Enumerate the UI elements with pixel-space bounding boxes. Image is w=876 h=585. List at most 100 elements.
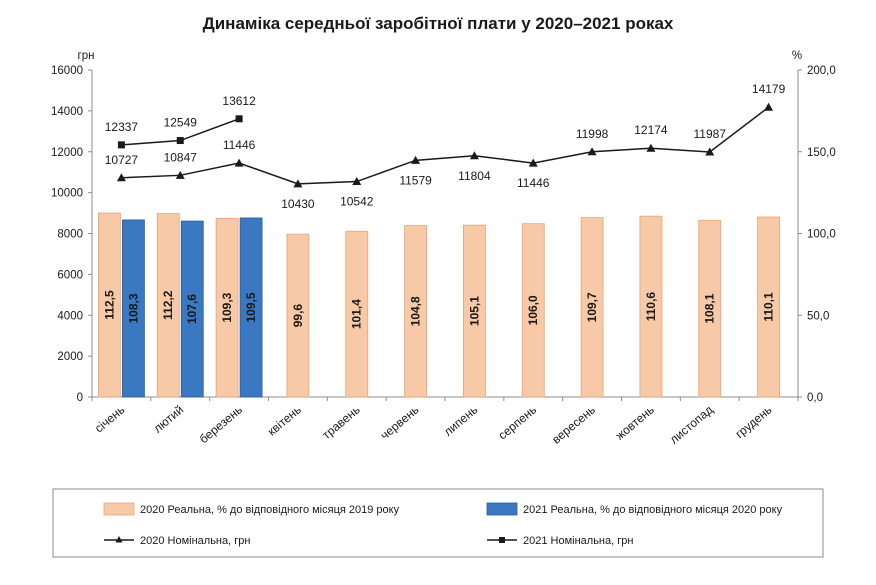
bar-2020-real	[757, 216, 780, 398]
category-label: грудень	[733, 403, 775, 441]
bar-2020-label: 112,5	[102, 290, 116, 320]
bar-2021-real	[180, 220, 204, 398]
legend-label-2020-nominal: 2020 Номінальна, грн	[140, 535, 250, 547]
bar-2020-real	[286, 233, 310, 398]
point-2021-label: 12337	[105, 120, 139, 134]
category-label: квітень	[265, 403, 304, 439]
bar-2021-label: 108,3	[126, 293, 140, 323]
bar-2021-label: 109,5	[244, 292, 258, 322]
bar-2020-label: 109,7	[585, 292, 599, 322]
left-tick-label: 10000	[51, 188, 83, 200]
legend-label-2021-nominal: 2021 Номінальна, грн	[523, 535, 633, 547]
category-label: липень	[441, 403, 480, 439]
left-tick-label: 14000	[51, 106, 83, 118]
point-2021-nominal	[117, 141, 125, 149]
right-tick-label: 150,0	[807, 147, 836, 159]
left-tick-label: 4000	[57, 310, 83, 322]
bar-2020-real	[698, 219, 722, 398]
legend-swatch-2021-real	[486, 502, 518, 516]
left-axis-unit: грн	[78, 50, 95, 62]
category-label: березень	[197, 403, 245, 447]
bar-2020-real	[580, 217, 604, 398]
category-label: лютий	[151, 403, 187, 436]
chart-title: Динаміка середньої заробітної плати у 20…	[203, 14, 674, 33]
point-2020-label: 11998	[576, 127, 609, 141]
right-tick-label: 200,0	[807, 65, 836, 77]
point-2020-label: 14179	[752, 82, 786, 96]
category-label: серпень	[495, 403, 539, 443]
legend-marker-2020-nominal	[115, 536, 123, 543]
left-tick-label: 0	[77, 392, 83, 404]
legend-marker-2021-nominal	[499, 537, 505, 543]
bar-2020-real	[639, 215, 663, 398]
bar-2020-label: 110,6	[644, 292, 658, 322]
bar-2020-label: 109,3	[220, 292, 234, 322]
bar-2020-label: 110,1	[762, 292, 776, 322]
point-2020-label: 11446	[223, 138, 256, 152]
point-2020-nominal	[528, 158, 538, 167]
bar-2021-real	[122, 219, 145, 398]
category-label: червень	[378, 403, 422, 443]
left-tick-label: 12000	[51, 147, 83, 159]
point-2020-label: 11579	[399, 173, 432, 187]
bar-2020-real	[345, 230, 369, 398]
right-tick-label: 50,0	[807, 310, 829, 322]
point-2020-nominal	[175, 170, 185, 179]
bar-2020-real	[98, 212, 121, 398]
bar-2021-real	[239, 217, 263, 398]
bar-2020-label: 101,4	[350, 299, 364, 329]
right-tick-label: 100,0	[807, 229, 836, 241]
bar-2020-real	[215, 217, 239, 398]
point-2021-label: 12549	[164, 116, 198, 130]
point-2020-label: 10542	[340, 195, 374, 209]
bar-2020-label: 108,1	[703, 293, 717, 323]
point-2020-nominal	[411, 155, 421, 164]
left-tick-label: 6000	[57, 269, 83, 281]
line-2020-nominal	[121, 106, 770, 185]
point-2020-nominal	[352, 177, 362, 186]
point-2020-nominal	[469, 151, 479, 160]
bar-2020-real	[404, 225, 427, 398]
bar-2020-label: 112,2	[161, 290, 175, 320]
category-label: травень	[319, 403, 362, 442]
category-label: вересень	[549, 403, 598, 447]
bar-2020-label: 105,1	[467, 296, 481, 326]
bar-2021-label: 107,6	[185, 294, 199, 324]
legend-box	[52, 488, 824, 558]
bar-2020-real	[521, 223, 545, 398]
point-2020-nominal	[764, 102, 774, 111]
category-label: листопад	[667, 403, 716, 447]
point-2020-nominal	[587, 147, 597, 156]
bar-2020-label: 104,8	[409, 296, 423, 326]
point-2020-label: 10727	[105, 153, 139, 167]
legend-label-2020-real: 2020 Реальна, % до відповідного місяця 2…	[140, 504, 400, 516]
point-2021-nominal	[176, 137, 184, 145]
point-2020-nominal	[116, 173, 126, 182]
point-2020-label: 11446	[517, 176, 550, 190]
point-2020-nominal	[705, 147, 715, 156]
legend-label-2021-real: 2021 Реальна, % до відповідного місяця 2…	[523, 504, 783, 516]
right-tick-label: 0,0	[807, 392, 823, 404]
point-2020-nominal	[646, 143, 656, 152]
point-2020-label: 11804	[458, 169, 491, 183]
left-tick-label: 2000	[57, 351, 83, 363]
point-2020-label: 10430	[281, 197, 315, 211]
bar-2020-label: 106,0	[526, 295, 540, 325]
point-2020-label: 11987	[694, 127, 727, 141]
point-2020-nominal	[293, 179, 303, 188]
left-tick-label: 16000	[51, 65, 83, 77]
bar-2020-real	[463, 224, 486, 398]
point-2020-label: 12174	[634, 123, 668, 137]
category-label: січень	[92, 403, 127, 436]
point-2020-nominal	[234, 158, 244, 167]
legend-swatch-2020-real	[103, 502, 135, 516]
left-tick-label: 8000	[57, 229, 83, 241]
category-label: жовтень	[613, 403, 657, 443]
point-2021-nominal	[235, 115, 243, 123]
bar-2020-label: 99,6	[291, 304, 305, 328]
bar-2020-real	[156, 213, 180, 398]
right-axis-unit: %	[792, 50, 802, 62]
point-2021-label: 13612	[222, 94, 256, 108]
point-2020-label: 10847	[164, 150, 198, 164]
